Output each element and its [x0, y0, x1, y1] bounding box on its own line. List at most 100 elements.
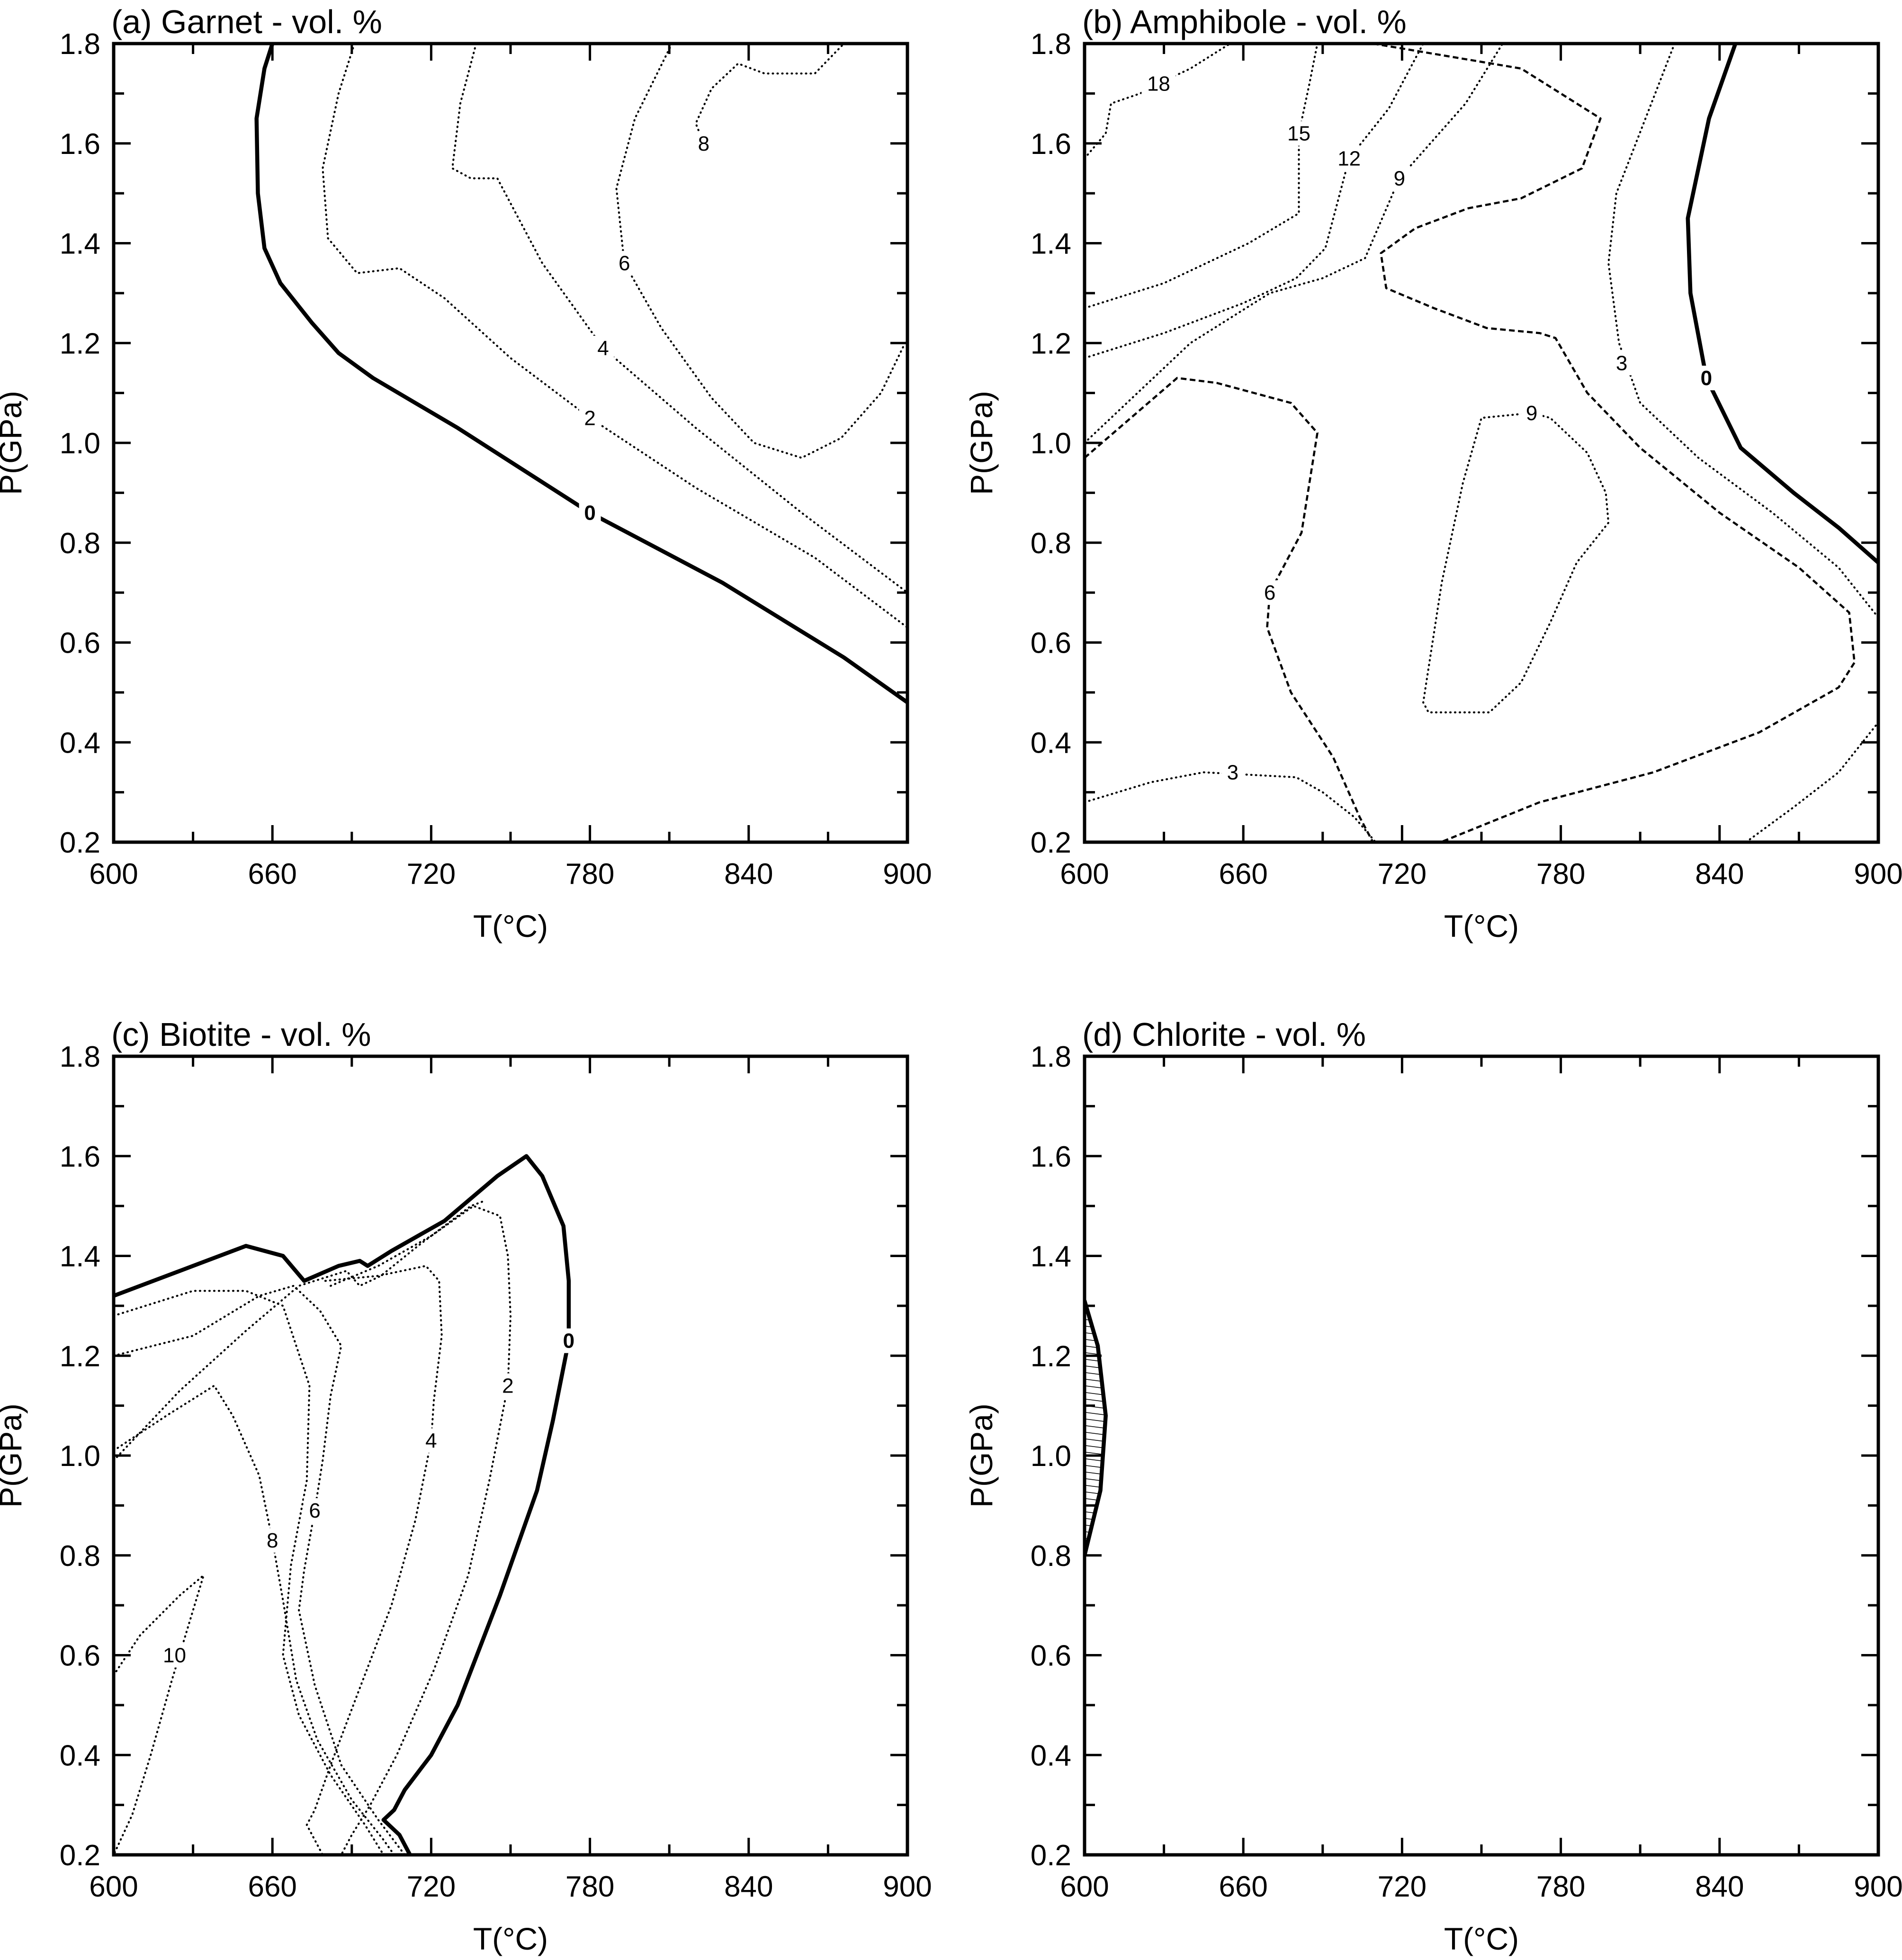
- contour-label-bg: [497, 1373, 519, 1398]
- x-tick-label: 840: [1695, 858, 1744, 890]
- y-tick-label: 0.6: [1031, 1640, 1071, 1672]
- y-axis-label: P(GPa): [964, 391, 999, 495]
- x-tick-label: 660: [248, 1870, 296, 1903]
- contour-line-0: [1686, 44, 1878, 565]
- y-tick-label: 1.6: [1031, 128, 1071, 161]
- plot-area: 0 2 4 6 8 10 600 660 720 780 840 900 0.2 0.4 0.6 0.8 1.0…: [60, 1041, 932, 1903]
- contour-line-6: [1085, 377, 1374, 842]
- contour-label: 9: [1526, 402, 1537, 425]
- panel-title: (c) Biotite - vol. %: [111, 1016, 371, 1053]
- y-tick-label: 0.8: [60, 1540, 100, 1573]
- y-axis-label: P(GPa): [964, 1403, 999, 1508]
- y-tick-label: 0.6: [1031, 627, 1071, 660]
- contour-line-12: [1085, 44, 1425, 359]
- y-axis-label: P(GPa): [0, 391, 28, 495]
- plot-frame: [1083, 1054, 1880, 1857]
- panel-d: (d) Chlorite - vol. % 600 660 720 780 840 900…: [964, 1016, 1902, 1956]
- contour-label: 0: [563, 1330, 574, 1353]
- panel-c: (c) Biotite - vol. % 0 2 4 6 8 10 600 660 720 780…: [0, 1016, 932, 1956]
- contour-label: 6: [619, 252, 630, 275]
- panel-b: (b) Amphibole - vol. % 0 3 3 6 9 9 12 15 18 600 66…: [964, 3, 1902, 944]
- contour-label-bg: [304, 1498, 326, 1523]
- contour-label: 2: [584, 406, 595, 430]
- panel-a: (a) Garnet - vol. % 0 2 4 6 8 600 660 720 780 840…: [0, 3, 932, 944]
- y-tick-label: 0.6: [60, 627, 100, 660]
- contour-line-18: [1085, 44, 1231, 160]
- y-tick-label: 0.2: [1031, 827, 1071, 859]
- y-tick-label: 0.4: [60, 727, 100, 759]
- contour-label: 0: [1701, 367, 1712, 390]
- y-tick-label: 1.4: [60, 228, 100, 261]
- contour-label: 12: [1337, 147, 1361, 170]
- y-tick-label: 0.4: [1031, 1739, 1071, 1772]
- contour-label: 9: [1394, 167, 1405, 190]
- x-tick-label: 600: [1060, 858, 1109, 890]
- contour-line-8: [114, 1385, 395, 1855]
- contour-label-bg: [1332, 146, 1366, 171]
- x-axis-label: T(°C): [473, 1921, 548, 1956]
- contour-line-2: [322, 44, 907, 629]
- contour-label-bg: [579, 500, 601, 525]
- x-tick-label: 660: [1219, 1870, 1267, 1903]
- contour-line-2: [330, 1205, 512, 1855]
- contour-label: 15: [1287, 122, 1310, 145]
- contour-label-bg: [1221, 760, 1244, 785]
- contour-label-bg: [1259, 580, 1281, 605]
- y-tick-label: 1.2: [1031, 327, 1071, 360]
- contour-line-9: [1085, 44, 1504, 444]
- x-tick-label: 780: [1536, 858, 1585, 890]
- x-tick-label: 780: [1536, 1870, 1585, 1903]
- x-tick-label: 720: [1378, 858, 1426, 890]
- y-tick-label: 0.6: [60, 1640, 100, 1672]
- y-tick-label: 1.0: [1031, 427, 1071, 460]
- contour-label: 2: [502, 1374, 513, 1397]
- x-tick-label: 720: [407, 1870, 456, 1903]
- contour-line-0: [254, 44, 907, 705]
- x-tick-label: 840: [724, 1870, 773, 1903]
- contour-label: 10: [163, 1644, 186, 1667]
- contour-label: 3: [1616, 351, 1627, 375]
- contour-line-unlabeled: [1085, 1299, 1108, 1558]
- contour-line-8: [695, 44, 845, 144]
- x-tick-label: 840: [1695, 1870, 1744, 1903]
- y-tick-label: 0.2: [60, 1839, 100, 1872]
- x-axis-label: T(°C): [1444, 908, 1519, 944]
- plot-frame: [112, 42, 909, 844]
- x-tick-label: 720: [1378, 1870, 1426, 1903]
- contour-label: 4: [597, 337, 609, 360]
- x-axis-label: T(°C): [473, 908, 548, 944]
- plot-frame: [112, 1054, 909, 1857]
- x-tick-label: 840: [724, 858, 773, 890]
- contour-label-bg: [1521, 400, 1543, 425]
- panel-title: (a) Garnet - vol. %: [111, 3, 382, 40]
- x-tick-label: 600: [1060, 1870, 1109, 1903]
- y-tick-label: 0.8: [60, 527, 100, 560]
- x-tick-label: 780: [565, 858, 614, 890]
- y-tick-label: 1.8: [1031, 28, 1071, 61]
- contour-label-bg: [157, 1643, 192, 1668]
- contour-line-unlabeled: [114, 1200, 485, 1462]
- y-tick-label: 1.8: [60, 28, 100, 61]
- y-tick-label: 1.0: [60, 427, 100, 460]
- contour-line-9: [1422, 412, 1610, 714]
- x-tick-label: 660: [1219, 858, 1267, 890]
- x-tick-label: 600: [89, 1870, 138, 1903]
- y-tick-label: 1.8: [1031, 1041, 1071, 1073]
- y-tick-label: 1.0: [60, 1440, 100, 1473]
- x-tick-label: 900: [1854, 1870, 1902, 1903]
- y-tick-label: 1.4: [1031, 228, 1071, 261]
- y-tick-label: 1.4: [60, 1241, 100, 1273]
- contour-label-bg: [261, 1528, 284, 1553]
- x-axis-label: T(°C): [1444, 1921, 1519, 1956]
- contour-label: 18: [1147, 72, 1170, 95]
- y-tick-label: 0.8: [1031, 1540, 1071, 1573]
- contour-line-15: [1085, 44, 1319, 309]
- y-tick-label: 1.6: [60, 1141, 100, 1173]
- contour-label: 6: [309, 1499, 320, 1522]
- y-tick-label: 1.6: [1031, 1141, 1071, 1173]
- y-tick-label: 1.4: [1031, 1241, 1071, 1273]
- panel-title: (b) Amphibole - vol. %: [1082, 3, 1407, 40]
- contour-label-bg: [613, 251, 636, 276]
- contour-label: 4: [425, 1429, 437, 1452]
